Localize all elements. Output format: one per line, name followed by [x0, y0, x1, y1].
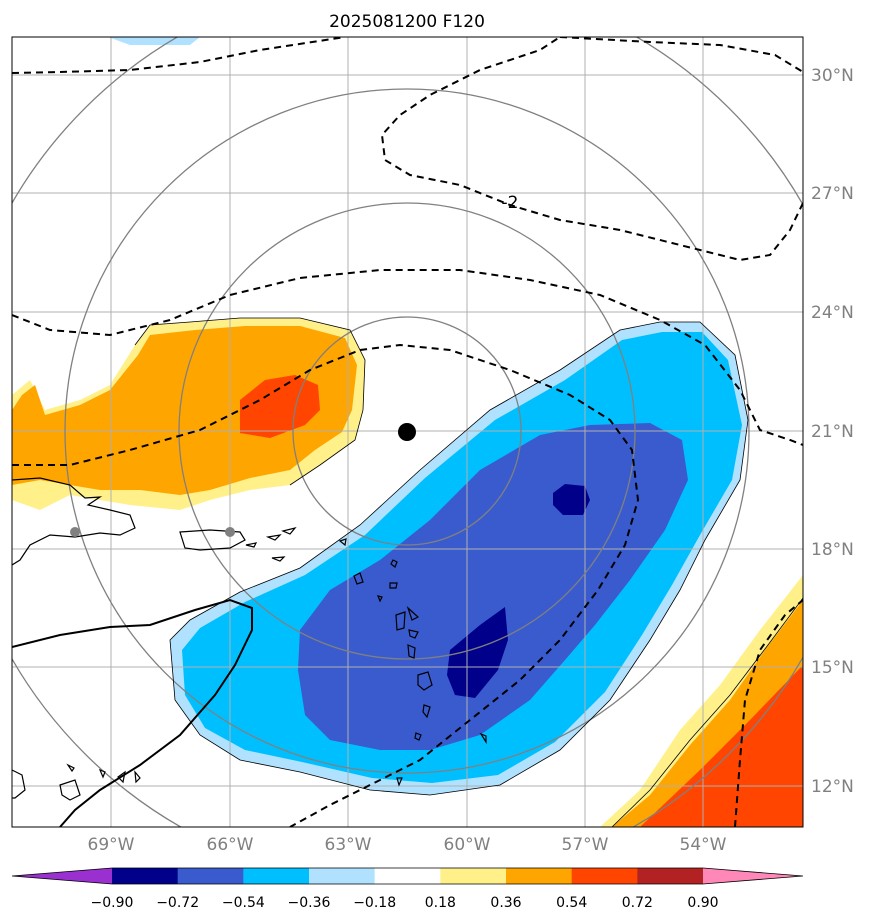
colorbar-tick-label: −0.72: [156, 895, 199, 911]
range-rings: [12, 37, 803, 827]
lat-label: 24°N: [811, 303, 854, 323]
lat-label: 15°N: [811, 658, 854, 678]
latitude-labels: 30°N 27°N 24°N 21°N 18°N 15°N 12°N: [811, 66, 854, 797]
colorbar: −0.90 −0.72 −0.54 −0.36 −0.18 0.18 0.36 0.54 0.7…: [11, 867, 804, 911]
colorbar-tick-label: −0.54: [222, 895, 265, 911]
colorbar-tick-label: 0.90: [687, 895, 718, 911]
negative-anomaly-core-south: [447, 607, 508, 698]
lat-label: 27°N: [811, 184, 854, 204]
colorbar-tick-label: −0.36: [288, 895, 331, 911]
boundary-line: [12, 598, 253, 827]
colorbar-tick-label: 0.72: [622, 895, 653, 911]
graticule: [12, 37, 803, 827]
dashed-contours: [12, 37, 803, 827]
colorbar-tick-label: −0.18: [353, 895, 396, 911]
station-marker-east: [225, 527, 235, 537]
colorbar-extension-low: [12, 868, 112, 884]
station-marker-west: [70, 527, 80, 537]
lon-label: 63°W: [325, 835, 372, 855]
map-frame: [11, 36, 804, 828]
colorbar-segment: [177, 868, 244, 884]
lat-label: 21°N: [811, 422, 854, 442]
lon-label: 54°W: [680, 835, 727, 855]
colorbar-tick-label: 0.18: [425, 895, 456, 911]
positive-anomaly-west: [12, 326, 357, 495]
contour-label: -2: [502, 193, 519, 213]
colorbar-tick-label: −0.90: [91, 895, 134, 911]
lat-label: 12°N: [811, 777, 854, 797]
colorbar-outline: [11, 867, 804, 885]
negative-anomaly-north-edge: [108, 37, 200, 45]
colorbar-extension-high: [703, 868, 803, 884]
lat-label: 18°N: [811, 540, 854, 560]
negative-anomaly-core-north: [553, 484, 590, 515]
lon-label: 66°W: [207, 835, 254, 855]
lon-label: 60°W: [444, 835, 491, 855]
lon-label: 69°W: [88, 835, 135, 855]
coastlines: [12, 477, 487, 801]
lat-label: 30°N: [811, 66, 854, 86]
zero-contours: [134, 317, 803, 827]
lon-label: 57°W: [562, 835, 609, 855]
storm-center-marker: [398, 423, 416, 441]
colorbar-segment: [637, 868, 704, 884]
colorbar-segment: [374, 868, 441, 884]
colorbar-tick-label: 0.54: [556, 895, 587, 911]
colorbar-segment: [309, 868, 376, 884]
negative-anomaly-mid: [298, 423, 688, 750]
colorbar-tick-label: 0.36: [490, 895, 521, 911]
map-area: -2: [12, 37, 803, 827]
map-title: 2025081200 F120: [329, 12, 485, 32]
colorbar-segment: [112, 868, 179, 884]
colorbar-segment: [571, 868, 638, 884]
colorbar-segment: [506, 868, 573, 884]
colorbar-segment: [243, 868, 310, 884]
longitude-labels: 69°W 66°W 63°W 60°W 57°W 54°W: [88, 835, 727, 855]
colorbar-segment: [440, 868, 507, 884]
